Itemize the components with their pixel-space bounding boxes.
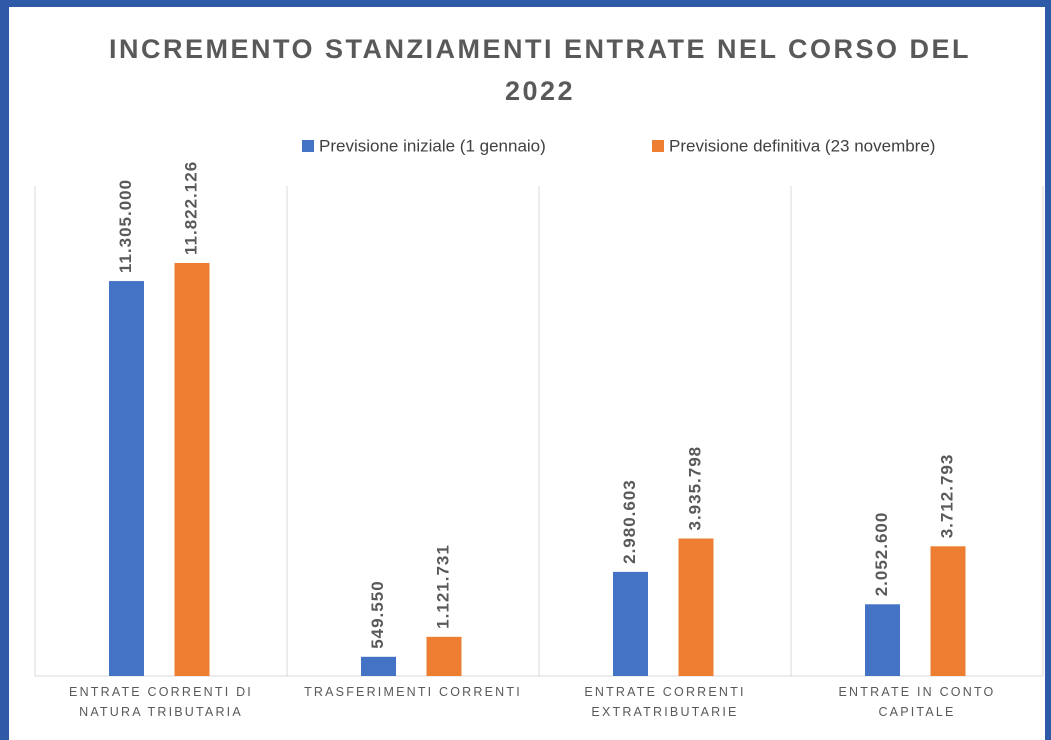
legend-swatch [652,140,664,152]
chart-title: INCREMENTO STANZIAMENTI ENTRATE NEL CORS… [108,34,971,106]
value-label: 1.121.731 [433,544,452,629]
value-label: 3.712.793 [937,454,956,539]
x-tick-label: ENTRATE IN CONTO CAPITALE [838,685,996,719]
value-label: 2.052.600 [872,512,891,597]
bar [865,604,900,676]
legend-swatch [302,140,314,152]
bar [930,546,966,676]
bar [678,538,714,676]
bar [613,571,648,676]
bar [426,636,462,676]
x-tick-label: ENTRATE CORRENTI EXTRATRIBUTARIE [584,685,746,719]
bar [361,656,396,676]
value-label: 11.305.000 [116,179,135,273]
value-label: 3.935.798 [685,446,704,531]
legend-label: Previsione iniziale (1 gennaio) [319,136,546,155]
bar [174,263,210,676]
value-label: 11.822.126 [181,161,200,255]
bar [109,281,144,676]
legend-label: Previsione definitiva (23 novembre) [669,136,935,155]
x-tick-label: ENTRATE CORRENTI DI NATURA TRIBUTARIA [69,685,253,719]
x-tick-label: TRASFERIMENTI CORRENTI [304,685,522,699]
value-label: 2.980.603 [620,479,639,564]
value-label: 549.550 [368,580,387,648]
